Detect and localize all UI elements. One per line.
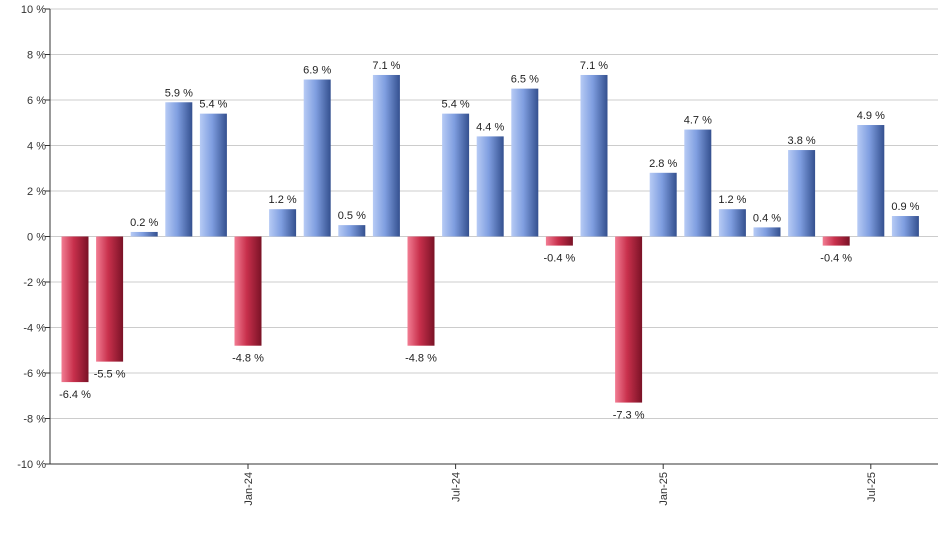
bar [718,209,746,237]
bar [269,209,297,237]
y-tick-label: 8 % [27,50,46,62]
data-label: 4.4 % [476,121,504,133]
bar [615,236,643,403]
y-tick-label: 0 % [27,232,46,244]
data-label: 0.4 % [753,212,781,224]
y-tick-label: -8 % [23,414,46,426]
data-label: -0.4 % [820,253,852,265]
data-label: 1.2 % [269,194,297,206]
bar [199,113,227,237]
bar [165,102,193,237]
data-label: 3.8 % [788,135,816,147]
data-label: 5.4 % [442,99,470,111]
bar [753,227,781,237]
bar [684,129,712,237]
data-label: 6.9 % [303,65,331,77]
data-label: 0.9 % [891,201,919,213]
bars [61,74,919,403]
bar [372,74,400,237]
y-tick-label: -4 % [23,323,46,335]
data-label: 1.2 % [718,194,746,206]
bar [407,236,435,346]
data-label: -6.4 % [59,389,91,401]
bar [545,236,573,246]
data-label: -4.8 % [405,353,437,365]
bar [857,125,885,237]
x-tick-label: Jul-24 [451,472,463,502]
bar [649,172,677,237]
data-label: -5.5 % [94,369,126,381]
axes [49,9,938,465]
y-tick-label: 6 % [27,95,46,107]
x-tick-label: Jan-24 [243,472,255,506]
x-tick-label: Jul-25 [866,472,878,502]
bar [822,236,850,246]
y-tick-label: -2 % [23,277,46,289]
bar [61,236,89,383]
bar [511,88,539,237]
bar [234,236,262,346]
bar [580,74,608,237]
data-label: 5.4 % [199,99,227,111]
data-label: -7.3 % [613,410,645,422]
y-tick-label: -6 % [23,368,46,380]
data-label: -4.8 % [232,353,264,365]
bar [788,150,816,237]
bar [476,136,504,237]
bar [130,231,158,237]
bar [891,216,919,237]
bar [442,113,470,237]
y-tick-label: 4 % [27,141,46,153]
y-axis-tick-labels: 10 % 8 % 6 % 4 % 2 % 0 % -2 % -4 % -6 % -8 % -10 % [17,4,50,471]
bar [303,79,331,237]
y-tick-label: 2 % [27,186,46,198]
data-labels: -6.4 %-5.5 % 0.2 % 5.9 % 5.4 % -4.8 % 1.2 % 6.… [59,60,920,422]
data-label: 0.5 % [338,210,366,222]
data-label: 6.5 % [511,74,539,86]
bar [96,236,124,362]
x-tick-label: Jan-25 [658,472,670,506]
data-label: 7.1 % [372,60,400,72]
y-tick-label: 10 % [21,4,46,16]
data-label: 4.9 % [857,110,885,122]
data-label: -0.4 % [544,253,576,265]
data-label: 5.9 % [165,87,193,99]
y-tick-label: -10 % [17,459,46,471]
data-label: 0.2 % [130,217,158,229]
data-label: 4.7 % [684,115,712,127]
bar [338,225,366,237]
x-axis-tick-labels: Jan-24 Jul-24 Jan-25 Jul-25 [243,464,878,506]
data-label: 2.8 % [649,158,677,170]
data-label: 7.1 % [580,60,608,72]
